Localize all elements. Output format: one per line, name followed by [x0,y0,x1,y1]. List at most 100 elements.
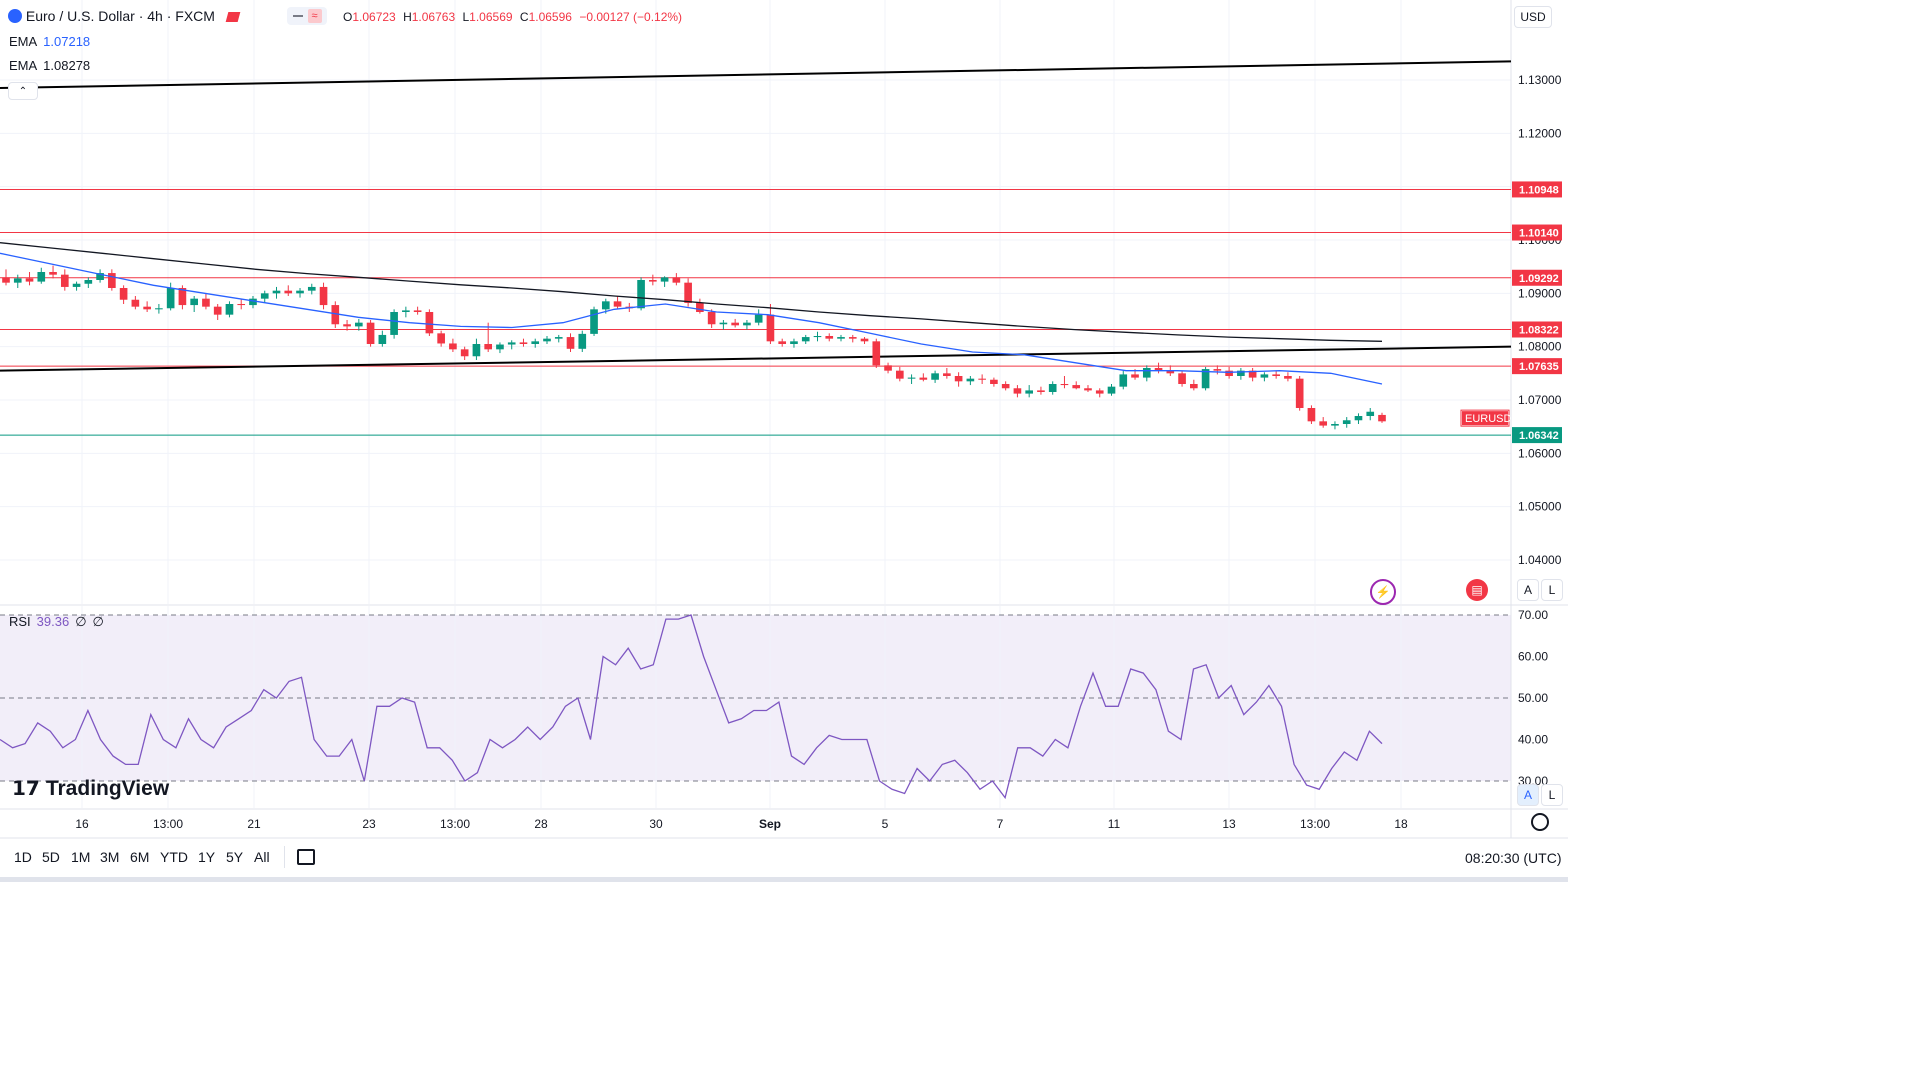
utc-clock[interactable]: 08:20:30 (UTC) [1465,850,1562,866]
candle-body[interactable] [754,314,763,323]
candle-body[interactable] [672,277,681,283]
candle-body[interactable] [1319,421,1328,426]
candle-body[interactable] [425,312,434,334]
candle-body[interactable] [319,286,328,306]
candle-body[interactable] [613,301,622,307]
candle-body[interactable] [1025,390,1034,394]
candle-body[interactable] [296,290,304,294]
candle-body[interactable] [13,278,22,283]
rsi-pane[interactable] [0,606,1511,808]
date-range-icon[interactable] [297,849,315,865]
candle-body[interactable] [1001,384,1010,389]
candle-body[interactable] [1131,374,1139,378]
ema-fast-line[interactable] [0,252,1383,385]
candle-body[interactable] [790,341,798,344]
candle-body[interactable] [660,277,669,282]
candle-body[interactable] [131,299,140,307]
candle-body[interactable] [1119,374,1128,387]
candle-body[interactable] [1072,385,1081,389]
rsi-line[interactable] [0,614,1383,800]
timeframe-5y[interactable]: 5Y [226,849,244,865]
lightning-icon[interactable]: ⚡ [1370,579,1396,605]
ema-slow-line[interactable] [0,242,1383,342]
candle-body[interactable] [1037,390,1045,392]
candle-body[interactable] [884,365,892,371]
candle-body[interactable] [119,288,128,300]
candle-body[interactable] [225,304,234,315]
candle-body[interactable] [766,314,775,342]
trendline[interactable] [0,345,1512,372]
candle-body[interactable] [1013,388,1022,394]
candle-body[interactable] [507,342,516,345]
auto-scale-button[interactable]: A [1517,579,1539,601]
timeframe-all[interactable]: All [254,849,270,865]
candle-body[interactable] [637,280,645,309]
candle-body[interactable] [25,278,34,282]
timeframe-6m[interactable]: 6M [130,849,150,865]
candle-body[interactable] [260,293,269,299]
candle-body[interactable] [2,277,10,283]
timeframe-1d[interactable]: 1D [14,849,32,865]
candle-body[interactable] [413,310,422,312]
candle-body[interactable] [1142,368,1151,378]
rsi-auto-scale-button[interactable]: A [1517,784,1539,806]
candle-body[interactable] [366,322,375,344]
candle-body[interactable] [1272,374,1280,376]
candle-body[interactable] [178,288,187,306]
ema-fast-legend[interactable]: EMA 1.07218 [9,34,90,49]
ema-slow-legend[interactable]: EMA 1.08278 [9,58,90,73]
candle-body[interactable] [202,298,210,307]
candle-body[interactable] [649,280,657,282]
candle-body[interactable] [37,272,46,282]
candle-body[interactable] [907,377,916,379]
candle-body[interactable] [707,312,716,325]
candle-body[interactable] [837,337,845,339]
candle-body[interactable] [437,333,445,344]
candle-body[interactable] [1190,384,1198,389]
candle-body[interactable] [49,272,57,275]
candle-body[interactable] [684,282,692,303]
candle-body[interactable] [1060,384,1069,386]
candle-body[interactable] [1178,373,1186,384]
rsi-log-scale-button[interactable]: L [1541,784,1563,806]
candle-body[interactable] [825,336,834,339]
candle-body[interactable] [954,376,963,382]
candle-body[interactable] [919,377,928,380]
candle-body[interactable] [966,378,975,382]
candle-body[interactable] [249,298,257,306]
candle-body[interactable] [1366,411,1375,416]
candle-body[interactable] [1048,384,1057,392]
candle-body[interactable] [449,343,457,350]
candle-body[interactable] [1378,414,1386,422]
candle-body[interactable] [978,378,986,380]
candle-body[interactable] [460,349,469,357]
candle-body[interactable] [731,322,739,326]
candle-body[interactable] [237,304,246,306]
chart-style-toggle[interactable]: ≈ [287,7,327,25]
candle-body[interactable] [943,373,951,376]
candle-body[interactable] [931,373,939,380]
timeframe-3m[interactable]: 3M [100,849,120,865]
chart-canvas[interactable]: 1.130001.120001.110001.100001.090001.080… [0,0,1568,882]
candle-body[interactable] [778,341,787,344]
candle-body[interactable] [1260,374,1269,378]
candle-body[interactable] [155,308,163,310]
candle-body[interactable] [601,301,610,310]
candle-body[interactable] [213,306,222,315]
candle-body[interactable] [496,344,504,350]
candle-body[interactable] [743,322,751,326]
candle-body[interactable] [143,306,151,310]
candle-body[interactable] [848,337,857,339]
trendline[interactable] [0,60,1512,89]
candle-body[interactable] [472,344,481,357]
candle-body[interactable] [72,283,81,287]
candle-body[interactable] [390,312,398,335]
timeframe-1y[interactable]: 1Y [198,849,216,865]
candle-body[interactable] [1342,420,1351,424]
candle-body[interactable] [590,309,598,334]
candle-body[interactable] [719,322,728,325]
timeframe-ytd[interactable]: YTD [160,849,188,865]
candle-body[interactable] [578,333,587,349]
candle-body[interactable] [1354,416,1363,421]
candle-body[interactable] [1295,378,1304,408]
